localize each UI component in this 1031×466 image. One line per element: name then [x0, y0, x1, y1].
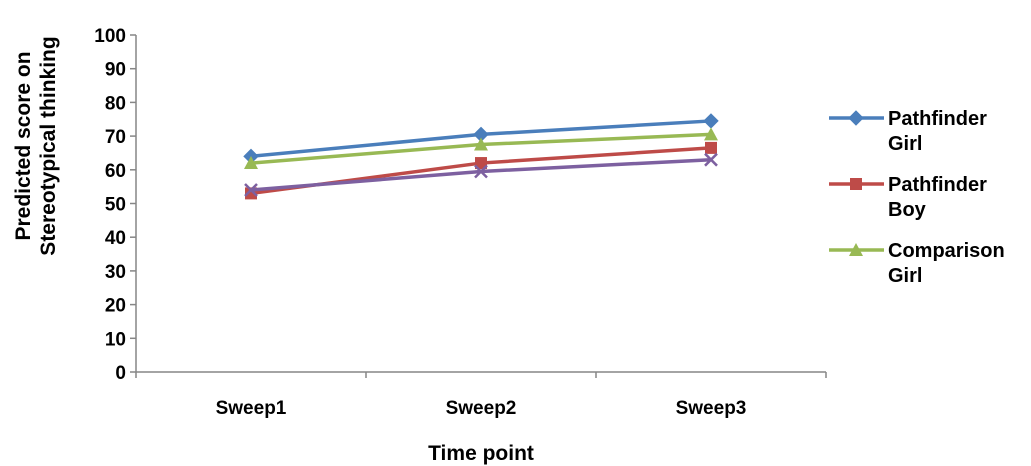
legend-item: Pathfinder Girl	[829, 108, 987, 155]
y-tick-label: 70	[105, 127, 126, 148]
data-point	[475, 157, 487, 170]
data-point	[244, 156, 258, 170]
y-tick-label: 20	[105, 296, 126, 317]
y-axis-ticks: 0 10 20 30 40 50 60 70 80 90 100	[94, 26, 136, 384]
y-tick-label: 80	[105, 93, 126, 114]
y-tick-label: 40	[105, 228, 126, 249]
axes	[135, 35, 826, 373]
series-layer	[243, 113, 719, 200]
x-axis-ticks: Sweep1 Sweep2 Sweep3	[135, 372, 827, 419]
x-tick-label: Sweep1	[216, 398, 287, 419]
x-axis-title: Time point	[428, 442, 534, 465]
y-tick-label: 0	[115, 363, 126, 384]
y-tick-label: 90	[105, 60, 126, 81]
y-tick-label: 100	[94, 26, 126, 47]
legend: Pathfinder Girl Pathfinder Boy Comparison Gir…	[829, 108, 1005, 287]
data-point	[244, 183, 258, 197]
legend-label: Comparison	[888, 240, 1005, 262]
legend-item: Pathfinder Boy	[829, 174, 987, 221]
data-point	[474, 137, 488, 151]
x-tick-label: Sweep2	[446, 398, 517, 419]
legend-label: Boy	[888, 199, 927, 221]
legend-marker	[850, 178, 862, 190]
legend-label: Pathfinder	[888, 174, 987, 196]
y-tick-label: 60	[105, 161, 126, 182]
series-3	[244, 127, 718, 170]
series-4	[244, 152, 718, 197]
legend-label: Pathfinder	[888, 108, 987, 130]
legend-item: Comparison Girl	[829, 240, 1005, 287]
legend-label: Girl	[888, 133, 922, 155]
legend-marker	[848, 110, 864, 126]
y-axis-title-line: Predicted score on	[12, 51, 35, 240]
data-point	[474, 164, 488, 179]
data-point	[705, 141, 717, 154]
data-point	[704, 127, 718, 141]
y-axis-title-line: Stereotypical thinking	[37, 36, 60, 255]
y-tick-label: 30	[105, 262, 126, 283]
y-tick-label: 50	[105, 195, 126, 216]
y-tick-label: 10	[105, 329, 126, 350]
data-point	[704, 152, 718, 167]
x-tick-label: Sweep3	[676, 398, 747, 419]
y-axis-title: Predicted score on Stereotypical thinking	[12, 36, 60, 255]
legend-marker	[849, 243, 863, 256]
data-point	[703, 113, 719, 129]
legend-label: Girl	[888, 265, 922, 287]
